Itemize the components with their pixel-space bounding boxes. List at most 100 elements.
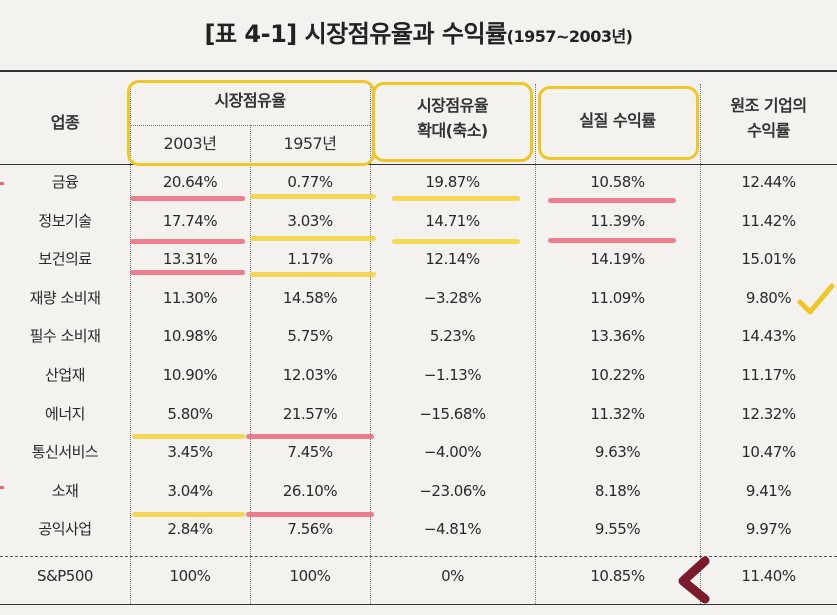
cell-orig-return: 9.41% <box>745 481 792 500</box>
highlight-yellow <box>132 434 245 439</box>
highlight-yellow <box>250 272 376 277</box>
cell-real-return: 9.55% <box>594 520 641 539</box>
cell-sector: 금융 <box>51 173 79 191</box>
highlight-yellow <box>132 512 245 517</box>
cell-orig-return: 12.44% <box>741 173 796 191</box>
cell-change: −4.81% <box>423 520 482 539</box>
cell-sector: 공익사업 <box>38 520 92 539</box>
header-change-l2: 확대(축소) <box>417 121 488 140</box>
cell-share-1957: 14.58% <box>282 288 338 307</box>
column-divider <box>370 84 371 604</box>
cell-real-return: 11.32% <box>590 404 645 423</box>
highlight-yellow <box>392 196 520 201</box>
header-real-return: 실질 수익률 <box>579 111 656 130</box>
header-market-share: 시장점유율 <box>214 91 286 110</box>
highlight-red <box>246 512 374 517</box>
top-rule <box>0 70 837 72</box>
header-orig-l2: 수익률 <box>747 121 790 140</box>
cell-share-1957: 26.10% <box>282 481 338 500</box>
cell-share-2003: 3.04% <box>167 481 213 500</box>
header-rule <box>0 164 837 165</box>
total-share-2003: 100% <box>169 567 211 585</box>
total-share-1957: 100% <box>289 567 331 585</box>
margin-mark <box>0 182 4 185</box>
cell-change: −23.06% <box>419 481 486 500</box>
cell-sector: 보건의료 <box>38 250 92 269</box>
column-divider <box>535 84 536 604</box>
cell-sector: 필수 소비재 <box>29 327 101 346</box>
cell-orig-return: 15.01% <box>741 250 796 269</box>
cell-share-1957: 7.56% <box>287 520 333 539</box>
cell-real-return: 8.18% <box>594 481 641 500</box>
cell-share-1957: 12.03% <box>282 366 338 384</box>
highlight-red <box>130 270 245 275</box>
highlight-box-real <box>538 86 699 160</box>
cell-change: −1.13% <box>423 366 482 384</box>
highlight-box-change <box>372 82 533 162</box>
cell-share-2003: 2.84% <box>167 520 213 539</box>
header-orig-l1: 원조 기업의 <box>730 96 807 115</box>
cell-orig-return: 11.42% <box>741 211 796 230</box>
cell-share-1957: 7.45% <box>287 443 333 462</box>
highlight-red <box>548 238 676 243</box>
cell-real-return: 13.36% <box>590 327 645 346</box>
cell-change: −15.68% <box>419 404 486 423</box>
cell-change: 14.71% <box>425 211 480 230</box>
header-change-l1: 시장점유율 <box>416 96 489 115</box>
checkmark-icon <box>797 283 835 315</box>
total-real-return: 10.85% <box>590 567 645 585</box>
total-change: 0% <box>441 567 464 585</box>
subheader-rule <box>130 125 370 126</box>
cell-change: 12.14% <box>425 250 480 269</box>
cell-sector: 정보기술 <box>38 211 92 230</box>
cell-orig-return: 9.97% <box>745 520 792 539</box>
highlight-yellow <box>250 194 376 199</box>
cell-orig-return: 12.32% <box>741 404 796 423</box>
chevron-left-icon <box>678 556 710 604</box>
cell-share-2003: 10.98% <box>162 327 218 346</box>
cell-real-return: 10.22% <box>590 366 645 384</box>
cell-share-1957: 21.57% <box>282 404 338 423</box>
cell-sector: 소재 <box>51 481 79 500</box>
highlight-yellow <box>250 236 376 241</box>
cell-orig-return: 11.17% <box>741 366 796 384</box>
cell-share-2003: 3.45% <box>167 443 213 462</box>
cell-change: 5.23% <box>429 327 476 346</box>
title-sub: (1957~2003년) <box>506 27 633 46</box>
column-divider <box>250 125 251 604</box>
cell-sector: 재량 소비재 <box>29 288 101 307</box>
cell-orig-return: 14.43% <box>741 327 796 346</box>
highlight-red <box>246 434 374 439</box>
cell-change: −4.00% <box>423 443 482 462</box>
cell-sector: 에너지 <box>45 404 85 423</box>
column-divider <box>130 84 131 604</box>
cell-real-return: 11.09% <box>590 288 645 307</box>
cell-share-2003: 11.30% <box>162 288 218 307</box>
cell-real-return: 9.63% <box>594 443 641 462</box>
title-main: [표 4-1] 시장점유율과 수익률 <box>204 20 508 48</box>
cell-real-return: 10.58% <box>590 173 645 191</box>
cell-orig-return: 9.80% <box>745 288 792 307</box>
highlight-red <box>130 196 245 201</box>
cell-share-2003: 17.74% <box>162 211 218 230</box>
cell-sector: 산업재 <box>45 366 85 384</box>
cell-share-2003: 10.90% <box>162 366 218 384</box>
cell-share-1957: 3.03% <box>287 211 333 230</box>
cell-share-2003: 13.31% <box>162 250 218 269</box>
header-1957: 1957년 <box>283 134 337 153</box>
table-title: [표 4-1] 시장점유율과 수익률(1957~2003년) <box>0 14 837 49</box>
cell-share-1957: 0.77% <box>287 173 333 191</box>
highlight-yellow <box>392 239 520 244</box>
total-orig-return: 11.40% <box>741 567 796 585</box>
cell-sector: 통신서비스 <box>31 443 99 462</box>
column-divider <box>700 84 701 604</box>
cell-real-return: 14.19% <box>590 250 645 269</box>
header-2003: 2003년 <box>163 134 217 153</box>
bottom-rule <box>0 604 837 605</box>
highlight-red <box>548 198 676 203</box>
cell-share-2003: 20.64% <box>162 173 218 191</box>
cell-share-1957: 5.75% <box>287 327 333 346</box>
margin-mark <box>0 486 4 489</box>
cell-share-2003: 5.80% <box>167 404 213 423</box>
cell-share-1957: 1.17% <box>287 250 333 269</box>
